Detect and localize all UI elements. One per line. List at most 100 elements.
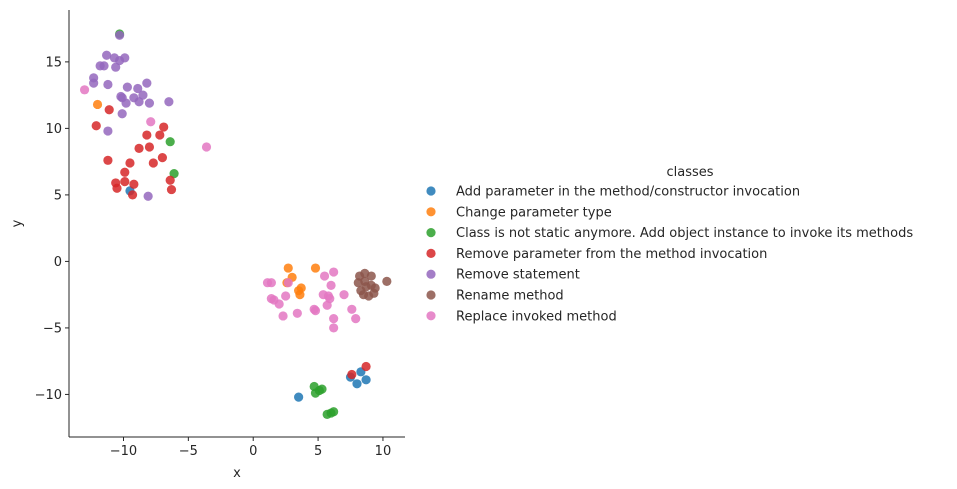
y-tick-label: 15 — [45, 55, 62, 70]
data-point — [121, 98, 131, 108]
series-6 — [353, 268, 392, 301]
data-point — [120, 167, 130, 177]
data-point — [95, 61, 105, 71]
data-point — [142, 78, 152, 88]
data-point — [351, 314, 361, 324]
data-point — [329, 267, 339, 277]
plot-area — [79, 29, 392, 419]
series-1 — [125, 186, 371, 402]
data-point — [111, 62, 121, 72]
data-point — [278, 311, 288, 321]
y-axis-label: y — [10, 219, 25, 227]
data-point — [382, 276, 392, 286]
data-point — [352, 379, 362, 389]
data-point — [274, 299, 284, 309]
legend-marker — [426, 207, 436, 217]
legend-marker — [426, 228, 436, 238]
y-tick-label: 5 — [54, 188, 62, 203]
data-point — [201, 142, 212, 152]
data-point — [134, 97, 144, 107]
y-tick-label: −10 — [35, 388, 62, 403]
data-point — [125, 158, 135, 168]
data-point — [322, 300, 332, 310]
data-point — [148, 158, 158, 168]
data-point — [144, 98, 155, 108]
data-point — [166, 184, 177, 195]
data-point — [103, 126, 113, 136]
legend-title: classes — [666, 165, 713, 180]
legend-marker — [426, 311, 436, 321]
data-point — [127, 190, 138, 200]
legend-label: Class is not static anymore. Add object … — [456, 226, 913, 241]
data-point — [347, 304, 357, 314]
legend-marker — [426, 248, 436, 258]
legend-label: Rename method — [456, 289, 564, 304]
data-point — [114, 30, 125, 40]
data-point — [165, 137, 175, 147]
data-point — [89, 78, 99, 88]
data-point — [134, 143, 144, 153]
data-point — [144, 142, 155, 152]
data-point — [169, 169, 179, 179]
data-point — [329, 314, 339, 324]
data-point — [117, 109, 127, 119]
series-2 — [92, 99, 321, 300]
legend-item: Replace invoked method — [426, 309, 617, 324]
legend-item: Change parameter type — [426, 205, 612, 220]
data-point — [294, 392, 304, 402]
series-4 — [91, 105, 371, 380]
data-point — [133, 83, 143, 94]
data-point — [281, 291, 291, 301]
data-point — [164, 97, 174, 107]
legend-item: Add parameter in the method/constructor … — [426, 185, 800, 200]
legend-marker — [426, 269, 436, 279]
data-point — [122, 82, 132, 92]
x-tick-label: −10 — [110, 444, 137, 459]
x-tick-label: 5 — [314, 444, 322, 459]
data-point — [103, 155, 113, 165]
legend-label: Change parameter type — [456, 205, 612, 220]
data-point — [146, 117, 156, 127]
series-3 — [114, 29, 339, 419]
legend-marker — [426, 186, 436, 196]
legend-item: Rename method — [426, 289, 564, 304]
legend-label: Add parameter in the method/constructor … — [456, 185, 800, 200]
y-tick-label: −5 — [43, 321, 62, 336]
data-point — [329, 407, 339, 417]
data-point — [157, 153, 168, 163]
data-point — [361, 282, 371, 292]
x-tick-label: 10 — [375, 444, 392, 459]
data-point — [369, 288, 379, 298]
data-point — [102, 50, 112, 60]
legend-label: Remove statement — [456, 268, 580, 283]
data-point — [92, 99, 103, 110]
data-point — [266, 278, 276, 288]
data-point — [326, 280, 336, 290]
data-point — [317, 384, 327, 394]
legend-item: Remove parameter from the method invocat… — [426, 247, 767, 262]
data-point — [366, 271, 376, 281]
data-point — [292, 308, 302, 318]
legend-item: Class is not static anymore. Add object … — [426, 226, 913, 241]
legend: classes Add parameter in the method/cons… — [426, 165, 913, 324]
legend-label: Remove parameter from the method invocat… — [456, 247, 767, 262]
data-point — [143, 191, 153, 201]
data-point — [310, 263, 321, 273]
legend-item: Remove statement — [426, 268, 580, 283]
data-point — [361, 375, 371, 385]
data-point — [104, 105, 114, 115]
data-point — [155, 130, 165, 140]
x-axis-label: x — [233, 466, 241, 481]
data-point — [361, 361, 371, 372]
data-point — [138, 90, 148, 100]
data-point — [142, 130, 152, 140]
data-point — [103, 79, 113, 90]
y-tick-label: 10 — [45, 122, 62, 137]
data-point — [347, 369, 357, 380]
data-point — [339, 290, 349, 300]
x-tick-label: −5 — [179, 444, 198, 459]
data-point — [120, 176, 130, 187]
data-point — [309, 304, 319, 314]
axes: −10 −5 0 5 10 −10 −5 0 5 10 15 — [35, 10, 405, 459]
